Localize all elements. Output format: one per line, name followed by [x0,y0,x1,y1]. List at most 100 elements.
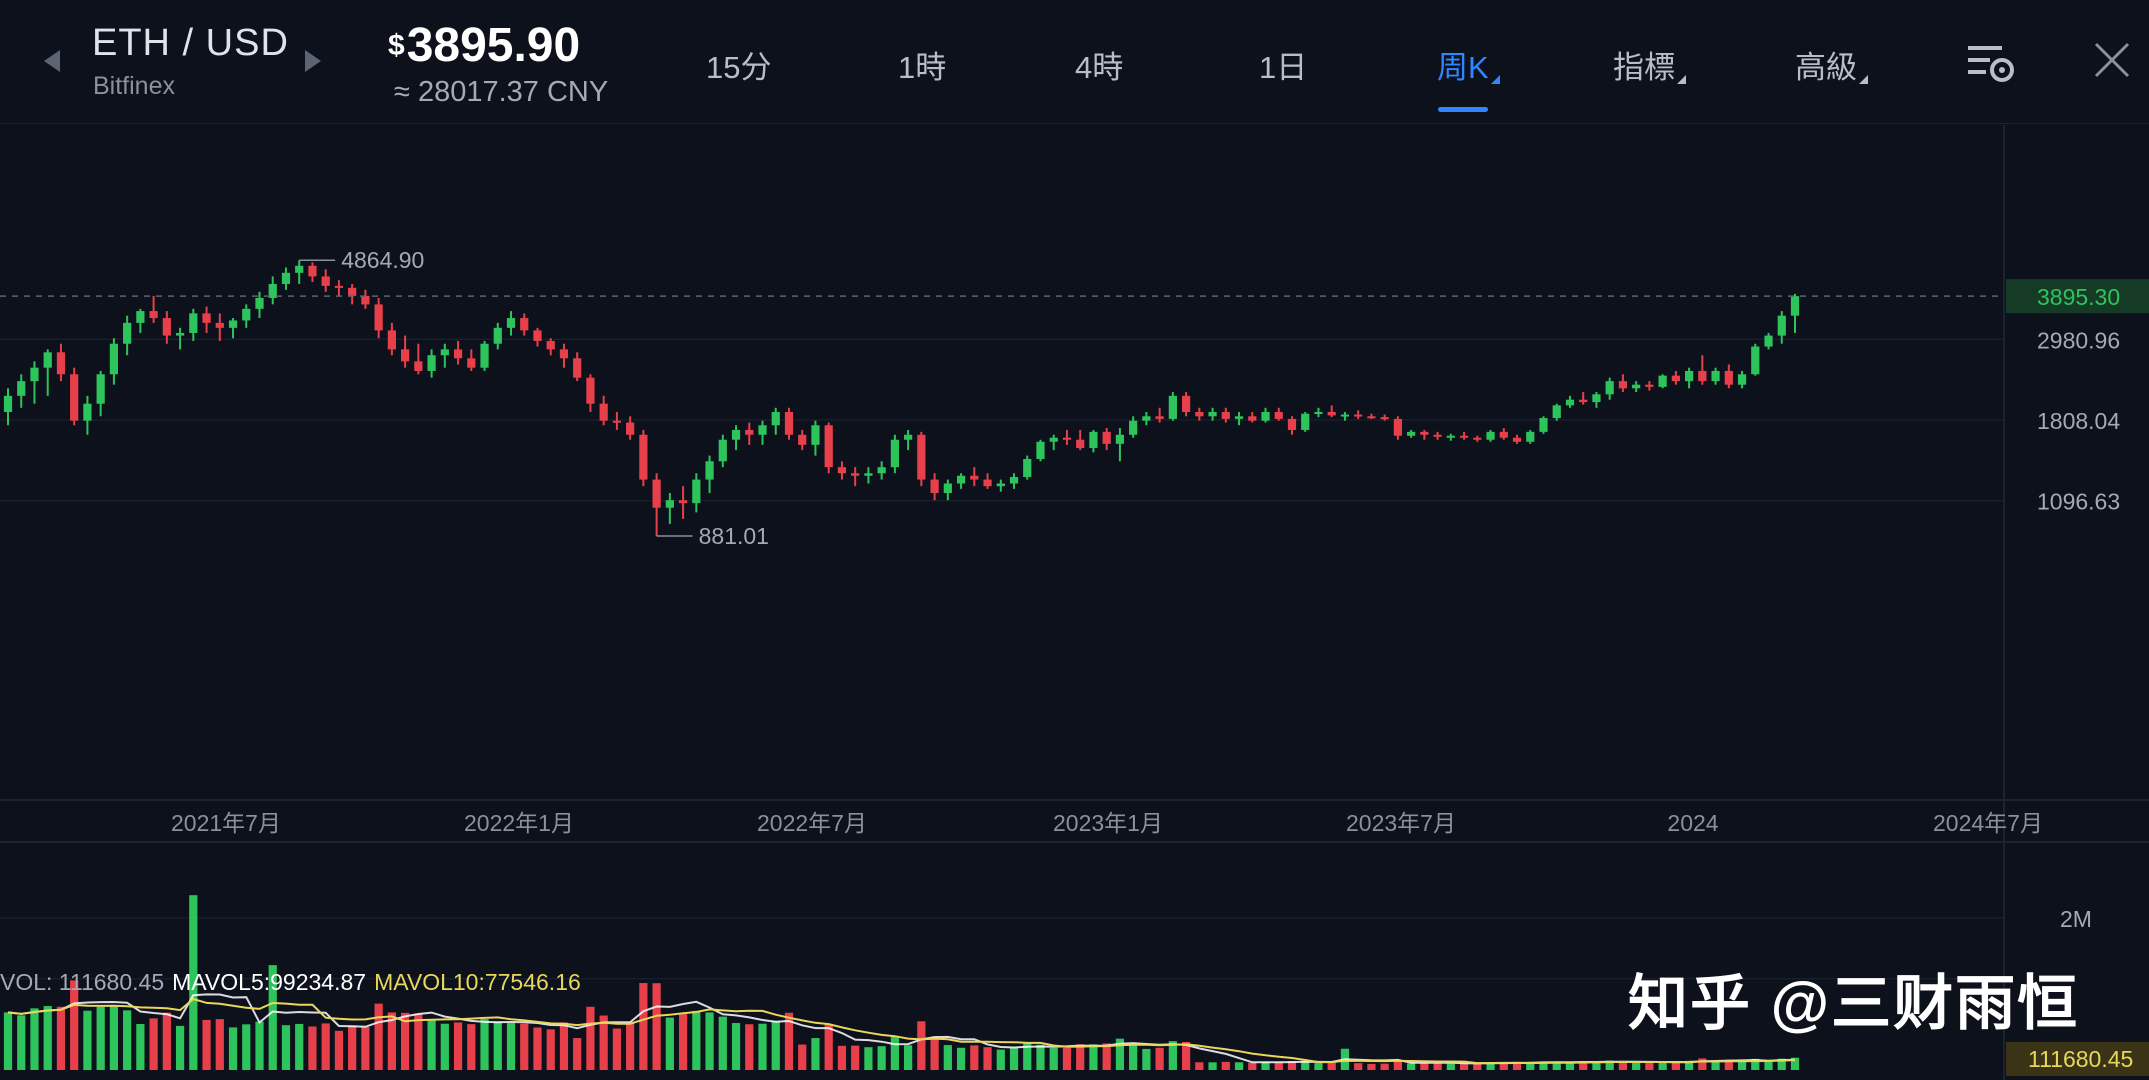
candle-body [1473,437,1482,440]
volume-bar [731,1023,741,1070]
low-annotation: 881.01 [699,523,769,549]
volume-bar [493,1021,502,1070]
candle-body [586,377,595,404]
volume-bar [453,1022,463,1070]
volume-bar [1168,1041,1177,1070]
candle-body [96,374,105,404]
tab-4hour[interactable]: 4時 [1075,42,1123,87]
volume-bar [1473,1063,1482,1070]
candle-body [70,374,79,421]
close-icon[interactable] [2092,40,2132,80]
candle-body [1049,437,1058,442]
volume-bar [1685,1060,1694,1070]
candle-body [1062,437,1072,440]
candle-body [1565,399,1575,406]
volume-bar [917,1021,926,1070]
candle-body [334,285,344,288]
volume-bar [387,1012,396,1070]
chevron-left-icon[interactable] [44,50,60,72]
candle-body [956,475,966,484]
candle-body [281,272,291,284]
volume-bar [43,1006,52,1070]
volume-bar [149,1018,158,1070]
volume-bar [123,1010,132,1070]
candle-body [1168,395,1177,419]
candle-body [374,304,383,331]
candle-body [1459,435,1469,438]
volume-bar [1102,1043,1111,1070]
volume-bar [1539,1061,1548,1070]
tab-1hour[interactable]: 1時 [898,42,946,87]
candle-body [943,483,952,494]
volume-bar [228,1027,238,1070]
candle-body [533,330,542,341]
candle-body [1115,434,1125,444]
tab-advanced[interactable]: 高級 [1795,42,1868,87]
candle-body [1076,439,1085,449]
tab-weekly[interactable]: 周K [1437,42,1500,87]
candle-body [1552,405,1561,419]
volume-bar [1181,1041,1191,1070]
candle-body [1764,335,1773,347]
volume-bar [626,1022,635,1070]
candle-body [308,265,317,277]
tab-label: 指標 [1613,50,1675,85]
candle-body [1632,384,1641,389]
mavol10-value: MAVOL10:77546.16 [374,969,581,995]
volume-bar [427,1019,436,1070]
volume-bar [745,1024,754,1070]
high-annotation: 4864.90 [341,247,424,273]
volume-legend: VOL: 111680.45 MAVOL5:99234.87 MAVOL10:775… [0,969,581,996]
chart-settings-icon[interactable] [1966,40,2016,86]
candle-body [242,308,251,321]
volume-bar [1446,1063,1455,1070]
volume-bar [401,1012,410,1070]
candle-body [1380,417,1389,420]
volume-bar [1076,1044,1085,1070]
tab-1day[interactable]: 1日 [1259,42,1307,87]
candle-body [1142,416,1151,421]
volume-bar [1274,1062,1283,1070]
volume-bar [824,1023,833,1070]
volume-bar [162,1012,171,1070]
candle-body [983,479,992,487]
candle-body [1658,375,1667,387]
candle-body [43,352,52,368]
volume-bar [1129,1044,1138,1070]
chart-area[interactable]: 2980.96 1808.04 1096.63 2021年7月 2022年1月 2022年… [0,125,2149,1080]
candle-body [1407,431,1416,436]
volume-bar [546,1029,555,1070]
tab-label: 15分 [706,50,772,85]
candle-body [546,340,555,350]
volume-bar [1420,1062,1429,1070]
trading-pair[interactable]: ETH / USD [92,22,289,64]
volume-bar [520,1023,529,1070]
volume-bar [1234,1062,1244,1070]
candle-body [1579,399,1588,403]
volume-bar [1592,1061,1601,1070]
candle-body [1539,418,1548,432]
volume-bar [665,1017,674,1070]
candle-body [361,295,370,305]
candle-body [109,343,118,375]
volume-bar [295,1023,304,1070]
candle-body [215,322,224,328]
volume-bar [1354,1063,1363,1070]
candle-body [1287,418,1297,430]
volume-bar [1115,1038,1125,1070]
candlestick-chart[interactable]: 2980.96 1808.04 1096.63 2021年7月 2022年1月 2022年… [0,125,2149,1080]
candle-body [731,429,741,440]
candle-body [1195,411,1204,417]
candle-body [665,500,674,508]
volume-bar [1605,1060,1614,1070]
candle-body [904,434,913,440]
candle-body [175,332,185,336]
volume-bar [109,1005,118,1070]
chevron-right-icon[interactable] [305,50,321,72]
volume-tag [2006,1042,2149,1076]
tab-indicators[interactable]: 指標 [1613,42,1686,87]
tab-15min[interactable]: 15分 [706,42,771,87]
candle-body [784,411,794,435]
volume-bar [599,1015,608,1070]
candle-body [771,411,780,426]
